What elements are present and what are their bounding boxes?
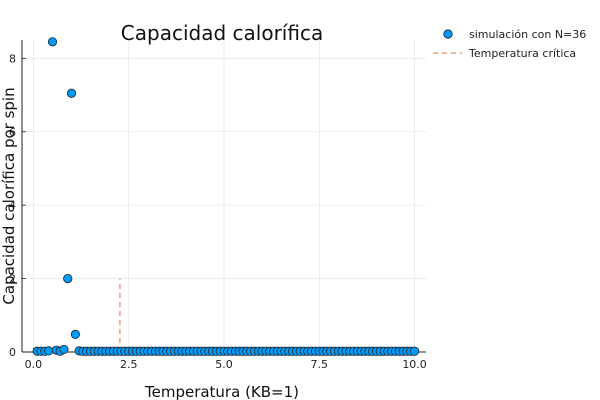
plot-series bbox=[32, 37, 420, 356]
data-point bbox=[409, 346, 420, 356]
legend: simulación con N=36 Temperatura crítica bbox=[433, 28, 586, 60]
x-axis-title: Temperatura (KB=1) bbox=[144, 383, 299, 400]
data-point bbox=[63, 273, 73, 284]
legend-label-simulacion: simulación con N=36 bbox=[469, 28, 586, 41]
y-tick-label: 4 bbox=[9, 199, 16, 212]
data-point bbox=[70, 329, 80, 339]
data-point bbox=[47, 37, 58, 47]
legend-label-temperatura-critica: Temperatura crítica bbox=[468, 47, 576, 60]
grid-lines bbox=[22, 40, 426, 353]
data-point bbox=[59, 344, 69, 355]
y-axis-title: Capacidad calorífica por spin bbox=[0, 87, 18, 304]
y-tick-label: 6 bbox=[9, 126, 16, 139]
y-tick-label: 2 bbox=[9, 273, 16, 286]
y-tick-label: 0 bbox=[9, 346, 16, 359]
x-tick-label: 7.5 bbox=[311, 358, 329, 371]
tick-labels: 0.0 2.5 5.0 7.5 10.0 0 2 4 6 8 bbox=[9, 52, 427, 371]
legend-marker-simulacion bbox=[443, 29, 453, 39]
chart-title: Capacidad calorífica bbox=[121, 21, 323, 45]
x-tick-label: 5.0 bbox=[215, 358, 233, 371]
data-point bbox=[66, 88, 77, 98]
x-tick-label: 0.0 bbox=[25, 358, 43, 371]
x-tick-label: 2.5 bbox=[120, 358, 138, 371]
x-tick-label: 10.0 bbox=[402, 358, 427, 371]
y-tick-label: 8 bbox=[9, 52, 16, 65]
data-point bbox=[44, 346, 54, 356]
